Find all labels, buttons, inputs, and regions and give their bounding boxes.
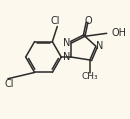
Text: O: O xyxy=(84,16,92,26)
Text: CH₃: CH₃ xyxy=(82,72,98,81)
Text: N: N xyxy=(63,52,71,62)
Text: N: N xyxy=(96,41,103,51)
Text: N: N xyxy=(63,38,71,48)
Text: OH: OH xyxy=(112,28,127,38)
Text: Cl: Cl xyxy=(51,16,60,26)
Text: Cl: Cl xyxy=(4,79,14,89)
